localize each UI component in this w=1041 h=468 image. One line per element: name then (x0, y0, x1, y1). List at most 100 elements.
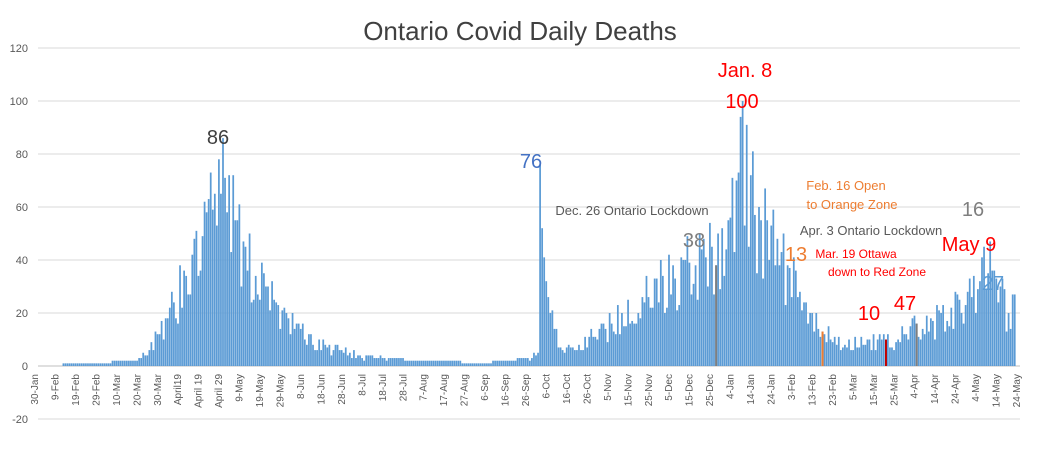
bar (664, 313, 666, 366)
bar (739, 116, 742, 367)
bar (547, 297, 550, 366)
bar (134, 360, 136, 366)
y-tick-label: 40 (16, 255, 28, 267)
bar (784, 305, 787, 366)
bar (408, 360, 411, 366)
bar (322, 339, 325, 366)
bar (524, 358, 527, 366)
bar (856, 347, 859, 366)
bar (623, 326, 625, 366)
bar (919, 339, 922, 366)
bar (835, 344, 838, 366)
bar (320, 350, 323, 366)
bar (880, 339, 883, 366)
bar (639, 318, 642, 366)
bar (203, 201, 206, 366)
bar (324, 344, 327, 366)
bar (363, 360, 366, 366)
bar (295, 323, 298, 366)
x-tick-label: 23-Feb (828, 374, 839, 406)
x-tick-label: 25-Mar (889, 373, 900, 405)
bar (874, 350, 877, 366)
bar (942, 305, 944, 366)
bar (985, 289, 987, 366)
bar (533, 352, 535, 366)
bar (825, 342, 828, 366)
bar (379, 355, 382, 366)
annotation-label: Apr. 3 Ontario Lockdown (800, 223, 942, 238)
bar (252, 299, 255, 366)
bar (195, 230, 198, 366)
annotation-label: Dec. 26 Ontario Lockdown (555, 203, 708, 218)
bar (661, 275, 664, 366)
annotation-label: Feb. 16 Open (806, 178, 886, 193)
bar (807, 323, 809, 366)
bar (559, 347, 562, 366)
bars (62, 101, 1016, 367)
bar (770, 225, 773, 366)
bar (215, 225, 218, 366)
bar (545, 281, 548, 366)
x-tick-label: 4-May (971, 374, 982, 402)
bar (99, 363, 102, 366)
bar (594, 336, 597, 366)
bar (457, 360, 460, 366)
bar (361, 358, 363, 366)
bar (966, 291, 969, 366)
bar (346, 355, 349, 366)
bar (436, 360, 439, 366)
annotation-label: 86 (207, 127, 229, 149)
bar (956, 294, 959, 366)
x-tick-label: 9-Feb (50, 374, 61, 401)
bar (490, 363, 492, 366)
bar (459, 360, 462, 366)
x-tick-label: 28-Jun (337, 374, 348, 405)
bar (940, 313, 942, 366)
bar (911, 318, 914, 366)
bar (668, 254, 670, 366)
bar (637, 313, 640, 366)
bar (189, 294, 192, 366)
bar (567, 344, 570, 366)
bar (479, 363, 482, 366)
bar (983, 246, 985, 366)
bar (105, 363, 108, 366)
bar (498, 360, 501, 366)
bar (287, 318, 290, 366)
bar (342, 352, 345, 366)
x-tick-label: 24-May (1012, 374, 1023, 407)
bar (565, 347, 568, 366)
bar (412, 360, 415, 366)
x-tick-label: 20-Mar (132, 373, 143, 405)
bar (101, 363, 104, 366)
bar (130, 360, 132, 366)
bar (377, 358, 380, 366)
bar (717, 233, 719, 366)
bar (760, 220, 762, 366)
x-axis: 30-Jan 9-Feb 19-Feb 29-Feb 10-Mar 20-Mar 30-Ma… (30, 373, 1023, 408)
bar (1011, 294, 1014, 366)
bar (291, 313, 294, 366)
bar (144, 355, 147, 366)
x-tick-label: 27-Aug (460, 374, 471, 406)
bar (794, 270, 797, 366)
x-tick-label: 14-May (992, 374, 1003, 407)
bar (610, 323, 613, 366)
bar (166, 318, 169, 366)
bar (766, 220, 769, 366)
x-tick-label: 24-Apr (951, 373, 962, 404)
bar (64, 363, 67, 366)
bar (516, 358, 519, 366)
bar (860, 336, 863, 366)
bar (369, 355, 372, 366)
bar (762, 278, 764, 366)
bar (469, 363, 472, 366)
bar (428, 360, 431, 366)
bar (438, 360, 441, 366)
bar (179, 265, 181, 366)
bar (494, 360, 496, 366)
bar (1007, 313, 1010, 366)
bar (702, 238, 705, 366)
bar (735, 180, 738, 366)
bar (713, 294, 715, 366)
